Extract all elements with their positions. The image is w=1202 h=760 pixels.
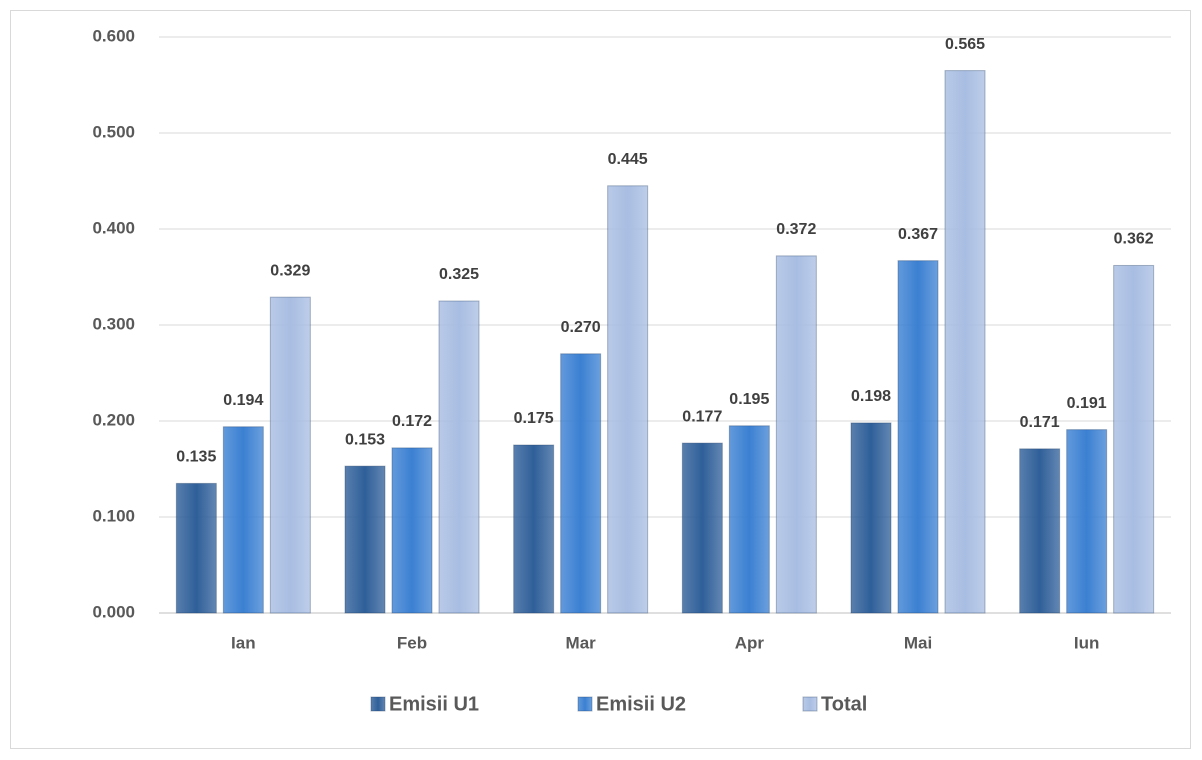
bar bbox=[944, 70, 986, 614]
bar bbox=[175, 482, 217, 614]
legend-swatch bbox=[370, 696, 386, 712]
bar bbox=[560, 353, 602, 614]
legend-label: Emisii U2 bbox=[596, 693, 686, 715]
y-tick-label: 0.500 bbox=[92, 122, 135, 141]
bar bbox=[269, 296, 311, 614]
x-tick-label: Ian bbox=[231, 633, 256, 652]
y-tick-label: 0.300 bbox=[92, 314, 135, 333]
bar bbox=[1019, 448, 1061, 614]
legend-swatch bbox=[802, 696, 818, 712]
value-label: 0.372 bbox=[776, 221, 816, 238]
bar bbox=[391, 447, 433, 614]
value-label: 0.135 bbox=[176, 449, 216, 466]
value-label: 0.191 bbox=[1067, 395, 1107, 412]
bar bbox=[681, 442, 723, 614]
y-tick-label: 0.600 bbox=[92, 26, 135, 45]
bar bbox=[728, 425, 770, 614]
x-tick-label: Mar bbox=[566, 633, 597, 652]
bar bbox=[222, 426, 264, 614]
value-label: 0.194 bbox=[223, 392, 263, 409]
value-label: 0.153 bbox=[345, 431, 385, 448]
bar bbox=[1113, 264, 1155, 614]
x-tick-label: Feb bbox=[397, 633, 427, 652]
value-label: 0.171 bbox=[1020, 414, 1060, 431]
value-label: 0.270 bbox=[561, 319, 601, 336]
legend-swatch bbox=[577, 696, 593, 712]
value-label: 0.445 bbox=[608, 151, 648, 168]
value-label: 0.177 bbox=[682, 408, 722, 425]
y-tick-label: 0.000 bbox=[92, 602, 135, 621]
value-label: 0.362 bbox=[1114, 231, 1154, 248]
x-tick-label: Mai bbox=[904, 633, 932, 652]
bar bbox=[513, 444, 555, 614]
y-tick-label: 0.100 bbox=[92, 506, 135, 525]
bar bbox=[1066, 429, 1108, 614]
value-label: 0.175 bbox=[514, 410, 554, 427]
y-tick-label: 0.400 bbox=[92, 218, 135, 237]
legend-label: Total bbox=[821, 693, 867, 715]
value-label: 0.325 bbox=[439, 266, 479, 283]
bar bbox=[607, 185, 649, 614]
bar bbox=[438, 300, 480, 614]
x-tick-label: Apr bbox=[735, 633, 765, 652]
bar bbox=[344, 465, 386, 614]
x-tick-label: Iun bbox=[1074, 633, 1100, 652]
value-label: 0.329 bbox=[270, 262, 310, 279]
bar bbox=[850, 422, 892, 614]
value-label: 0.565 bbox=[945, 36, 985, 53]
value-label: 0.198 bbox=[851, 388, 891, 405]
legend-label: Emisii U1 bbox=[389, 693, 479, 715]
bar bbox=[897, 260, 939, 614]
bar bbox=[775, 255, 817, 614]
value-label: 0.195 bbox=[729, 391, 769, 408]
value-label: 0.172 bbox=[392, 413, 432, 430]
value-label: 0.367 bbox=[898, 226, 938, 243]
y-tick-label: 0.200 bbox=[92, 410, 135, 429]
